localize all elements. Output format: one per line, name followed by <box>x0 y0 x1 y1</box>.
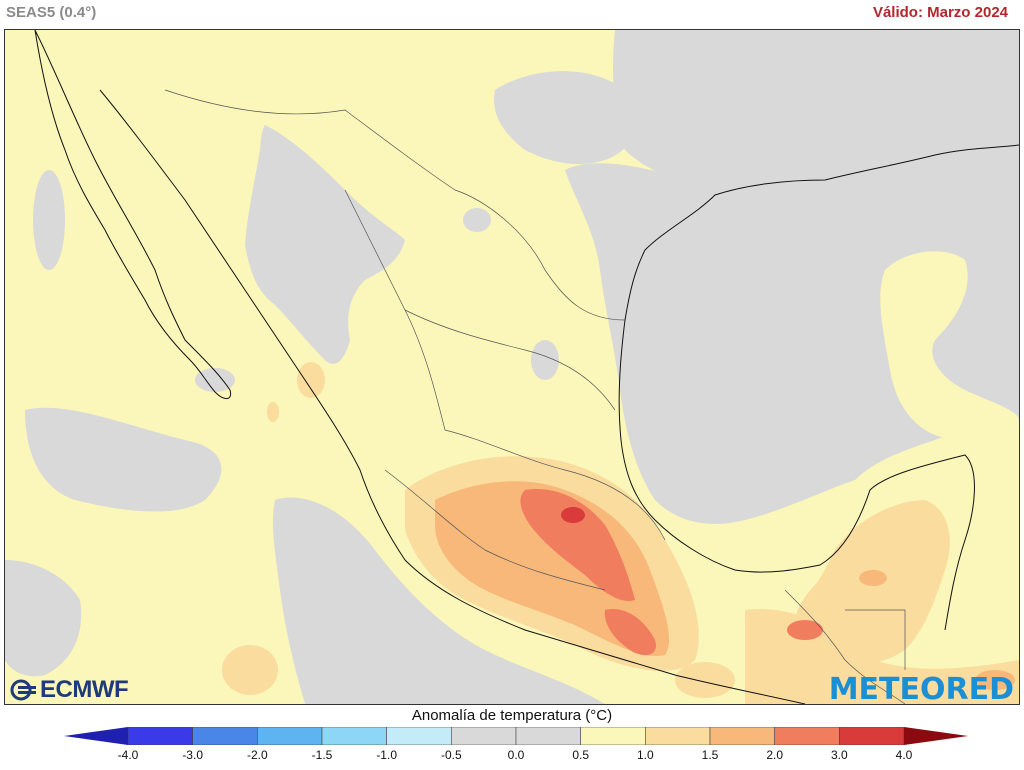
pacific-neutral-small <box>195 368 235 392</box>
state-borders <box>164 89 906 704</box>
hot-zone-central <box>520 489 635 601</box>
colorbar-segment <box>127 727 193 745</box>
ecmwf-logo-text: ECMWF <box>40 676 129 703</box>
neutral-spot-center <box>531 340 559 380</box>
ecmwf-logo: ECMWF <box>10 676 129 704</box>
colorbar-tick-label: 0.5 <box>572 748 589 762</box>
pacific-neutral-sw <box>5 560 82 677</box>
colorbar-segment <box>515 727 581 745</box>
pacific-neutral-south <box>272 497 605 704</box>
colorbar-segment <box>321 727 387 745</box>
model-label: SEAS5 (0.4°) <box>6 4 97 21</box>
pacific-warm-spot-1 <box>222 645 278 695</box>
colorbar-tick-label: 4.0 <box>895 748 913 762</box>
colorbar-segment <box>709 727 775 745</box>
anomaly-map <box>4 29 1020 705</box>
colorbar-tick-label: -1.5 <box>311 748 333 762</box>
colorbar-tick-label: 2.0 <box>766 748 783 762</box>
pacific-warm-spot-3 <box>297 362 325 398</box>
valid-date-label: Válido: Marzo 2024 <box>872 4 1008 21</box>
map-canvas <box>5 30 1019 704</box>
coastlines <box>34 30 1019 704</box>
gulf-warm-patch <box>880 251 1019 450</box>
colorbar-title: Anomalía de temperatura (°C) <box>411 707 613 724</box>
gulf-neutral-area <box>565 140 1019 524</box>
us-yellow-patch <box>494 71 636 165</box>
sierra-neutral-area <box>245 125 405 364</box>
colorbar-over-arrow <box>904 727 968 745</box>
colorbar-under-arrow <box>64 727 128 745</box>
us-neutral-area <box>613 30 1019 191</box>
colorbar-tick-label: -2.0 <box>246 748 268 762</box>
meteored-logo: METEORED <box>828 672 1014 707</box>
pacific-neutral-nw <box>33 170 65 270</box>
colorbar-segment <box>257 727 323 745</box>
hottest-spot <box>561 507 585 523</box>
neutral-spot-north <box>463 208 491 232</box>
ecmwf-logo-icon <box>10 679 36 701</box>
warm-spot-nicaragua <box>975 670 1015 690</box>
colorbar-segment <box>839 727 905 745</box>
colorbar-ticks: -4.0 -3.0 -2.0 -1.5 -1.0 -0.5 0.0 0.5 1.0 1.5 2.0 3… <box>0 748 1024 766</box>
colorbar-tick-label: 1.0 <box>636 748 654 762</box>
colorbar-tick-label: 3.0 <box>830 748 848 762</box>
colorbar-tick-label: -1.0 <box>376 748 397 762</box>
colorbar-segment <box>645 727 711 745</box>
pacific-warm-spot-4 <box>267 402 279 422</box>
colorbar-segment <box>774 727 840 745</box>
colorbar-segment <box>580 727 646 745</box>
colorbar <box>64 727 968 745</box>
colorbar-segment <box>192 727 258 745</box>
warm-spot-guatemala <box>859 570 887 586</box>
pacific-warm-spot-2 <box>675 662 735 698</box>
colorbar-tick-label: 0.0 <box>507 748 525 762</box>
hot-zone-guerrero <box>604 609 656 656</box>
colorbar-segment <box>451 727 517 745</box>
colorbar-segments <box>127 727 905 745</box>
hot-spot-chiapas <box>787 620 823 640</box>
colorbar-segment <box>386 727 452 745</box>
pacific-neutral-west <box>25 407 222 512</box>
colorbar-tick-label: 1.5 <box>701 748 719 762</box>
colorbar-tick-label: -3.0 <box>182 748 203 762</box>
colorbar-tick-label: -4.0 <box>117 748 139 762</box>
colorbar-tick-label: -0.5 <box>440 748 462 762</box>
